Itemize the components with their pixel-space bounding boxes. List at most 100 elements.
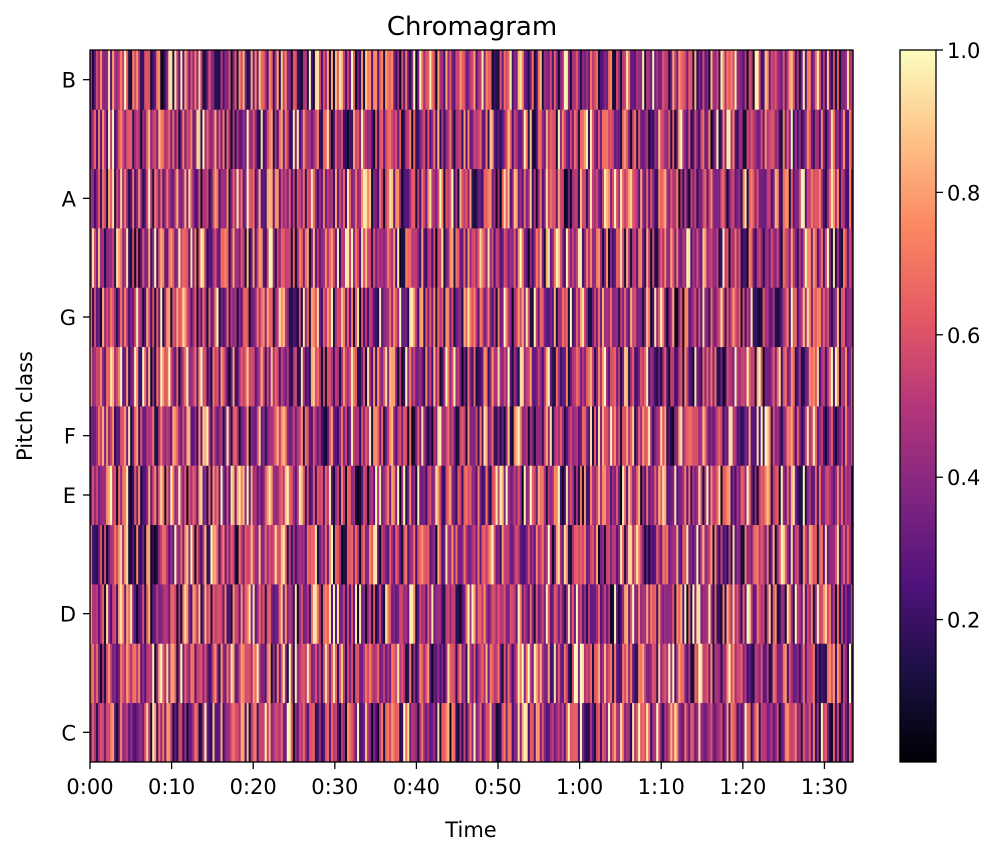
heatmap-cell	[672, 643, 675, 704]
heatmap-cell	[730, 406, 734, 466]
heatmap-cell	[662, 109, 665, 170]
heatmap-cell	[254, 702, 258, 763]
heatmap-cell	[610, 50, 613, 110]
heatmap-cell	[126, 287, 129, 348]
heatmap-cell	[393, 228, 396, 288]
heatmap-cell	[748, 346, 752, 407]
heatmap-cell	[248, 524, 252, 585]
heatmap-cell	[176, 406, 179, 466]
heatmap-cell	[652, 465, 655, 526]
heatmap-cell	[202, 643, 206, 704]
heatmap-cell	[620, 524, 623, 585]
heatmap-cell	[481, 643, 485, 704]
heatmap-cell	[342, 406, 346, 466]
heatmap-cell	[465, 346, 469, 407]
heatmap-cell	[816, 346, 820, 407]
heatmap-cell	[236, 50, 240, 110]
heatmap-cell	[425, 168, 428, 229]
heatmap-cell	[148, 406, 151, 466]
heatmap-cell	[168, 702, 171, 763]
heatmap-cell	[746, 643, 750, 704]
heatmap-cell	[102, 524, 105, 585]
heatmap-cell	[202, 287, 206, 348]
heatmap-cell	[606, 346, 609, 407]
x-tick-label: 1:20	[719, 775, 766, 799]
heatmap-cell	[226, 702, 230, 763]
heatmap-cell	[481, 584, 485, 644]
heatmap-cell	[286, 524, 290, 585]
heatmap-cell	[172, 346, 175, 407]
heatmap-cell	[228, 168, 232, 229]
heatmap-cell	[379, 524, 382, 585]
heatmap-cell	[150, 168, 153, 229]
heatmap-cell	[461, 228, 465, 288]
heatmap-cell	[112, 346, 115, 407]
heatmap-cell	[359, 702, 362, 763]
heatmap-cell	[423, 346, 426, 407]
heatmap-cell	[842, 168, 846, 229]
heatmap-cell	[493, 109, 497, 170]
heatmap-cell	[160, 406, 163, 466]
heatmap-cell	[387, 109, 390, 170]
heatmap-cell	[164, 524, 167, 585]
heatmap-cell	[371, 406, 374, 466]
heatmap-cell	[662, 228, 665, 288]
heatmap-cell	[172, 50, 175, 110]
heatmap-cell	[702, 109, 706, 170]
heatmap-cell	[298, 406, 302, 466]
heatmap-cell	[204, 50, 208, 110]
heatmap-cell	[824, 406, 828, 466]
heatmap-cell	[788, 346, 792, 407]
heatmap-cell	[230, 584, 234, 644]
heatmap-cell	[836, 702, 840, 763]
heatmap-cell	[608, 584, 611, 644]
heatmap-cell	[828, 228, 832, 288]
heatmap-cell	[413, 109, 416, 170]
heatmap-cell	[557, 584, 561, 644]
heatmap-cell	[94, 50, 97, 110]
heatmap-cell	[439, 346, 442, 407]
heatmap-cell	[134, 584, 137, 644]
heatmap-cell	[367, 50, 370, 110]
heatmap-cell	[740, 584, 744, 644]
heatmap-cell	[636, 287, 639, 348]
heatmap-cell	[640, 643, 643, 704]
heatmap-cell	[648, 406, 651, 466]
heatmap-cell	[160, 346, 163, 407]
heatmap-cell	[541, 168, 545, 229]
heatmap-cell	[457, 406, 461, 466]
heatmap-cell	[624, 228, 627, 288]
heatmap-cell	[573, 465, 577, 526]
heatmap-cell	[848, 643, 852, 704]
heatmap-cell	[587, 643, 591, 704]
heatmap-cell	[345, 584, 348, 644]
heatmap-cell	[640, 50, 643, 110]
heatmap-cell	[453, 109, 457, 170]
heatmap-cell	[431, 643, 434, 704]
heatmap-cell	[772, 524, 776, 585]
heatmap-cell	[300, 346, 304, 407]
heatmap-cell	[503, 702, 507, 763]
heatmap-cell	[435, 584, 438, 644]
heatmap-cell	[704, 228, 708, 288]
heatmap-cell	[714, 109, 718, 170]
heatmap-cell	[375, 584, 378, 644]
heatmap-cell	[754, 702, 758, 763]
heatmap-cell	[650, 287, 653, 348]
heatmap-cell	[316, 346, 320, 407]
heatmap-cell	[180, 346, 183, 407]
heatmap-cell	[477, 50, 481, 110]
heatmap-cell	[409, 168, 412, 229]
heatmap-cell	[282, 643, 286, 704]
heatmap-cell	[529, 406, 533, 466]
heatmap-cell	[591, 287, 595, 348]
heatmap-cell	[200, 50, 204, 110]
heatmap-cell	[497, 524, 501, 585]
heatmap-cell	[680, 228, 683, 288]
heatmap-cell	[220, 50, 224, 110]
heatmap-cell	[802, 702, 806, 763]
heatmap-cell	[288, 109, 292, 170]
heatmap-cell	[256, 465, 260, 526]
heatmap-cell	[194, 50, 198, 110]
heatmap-cell	[736, 287, 740, 348]
